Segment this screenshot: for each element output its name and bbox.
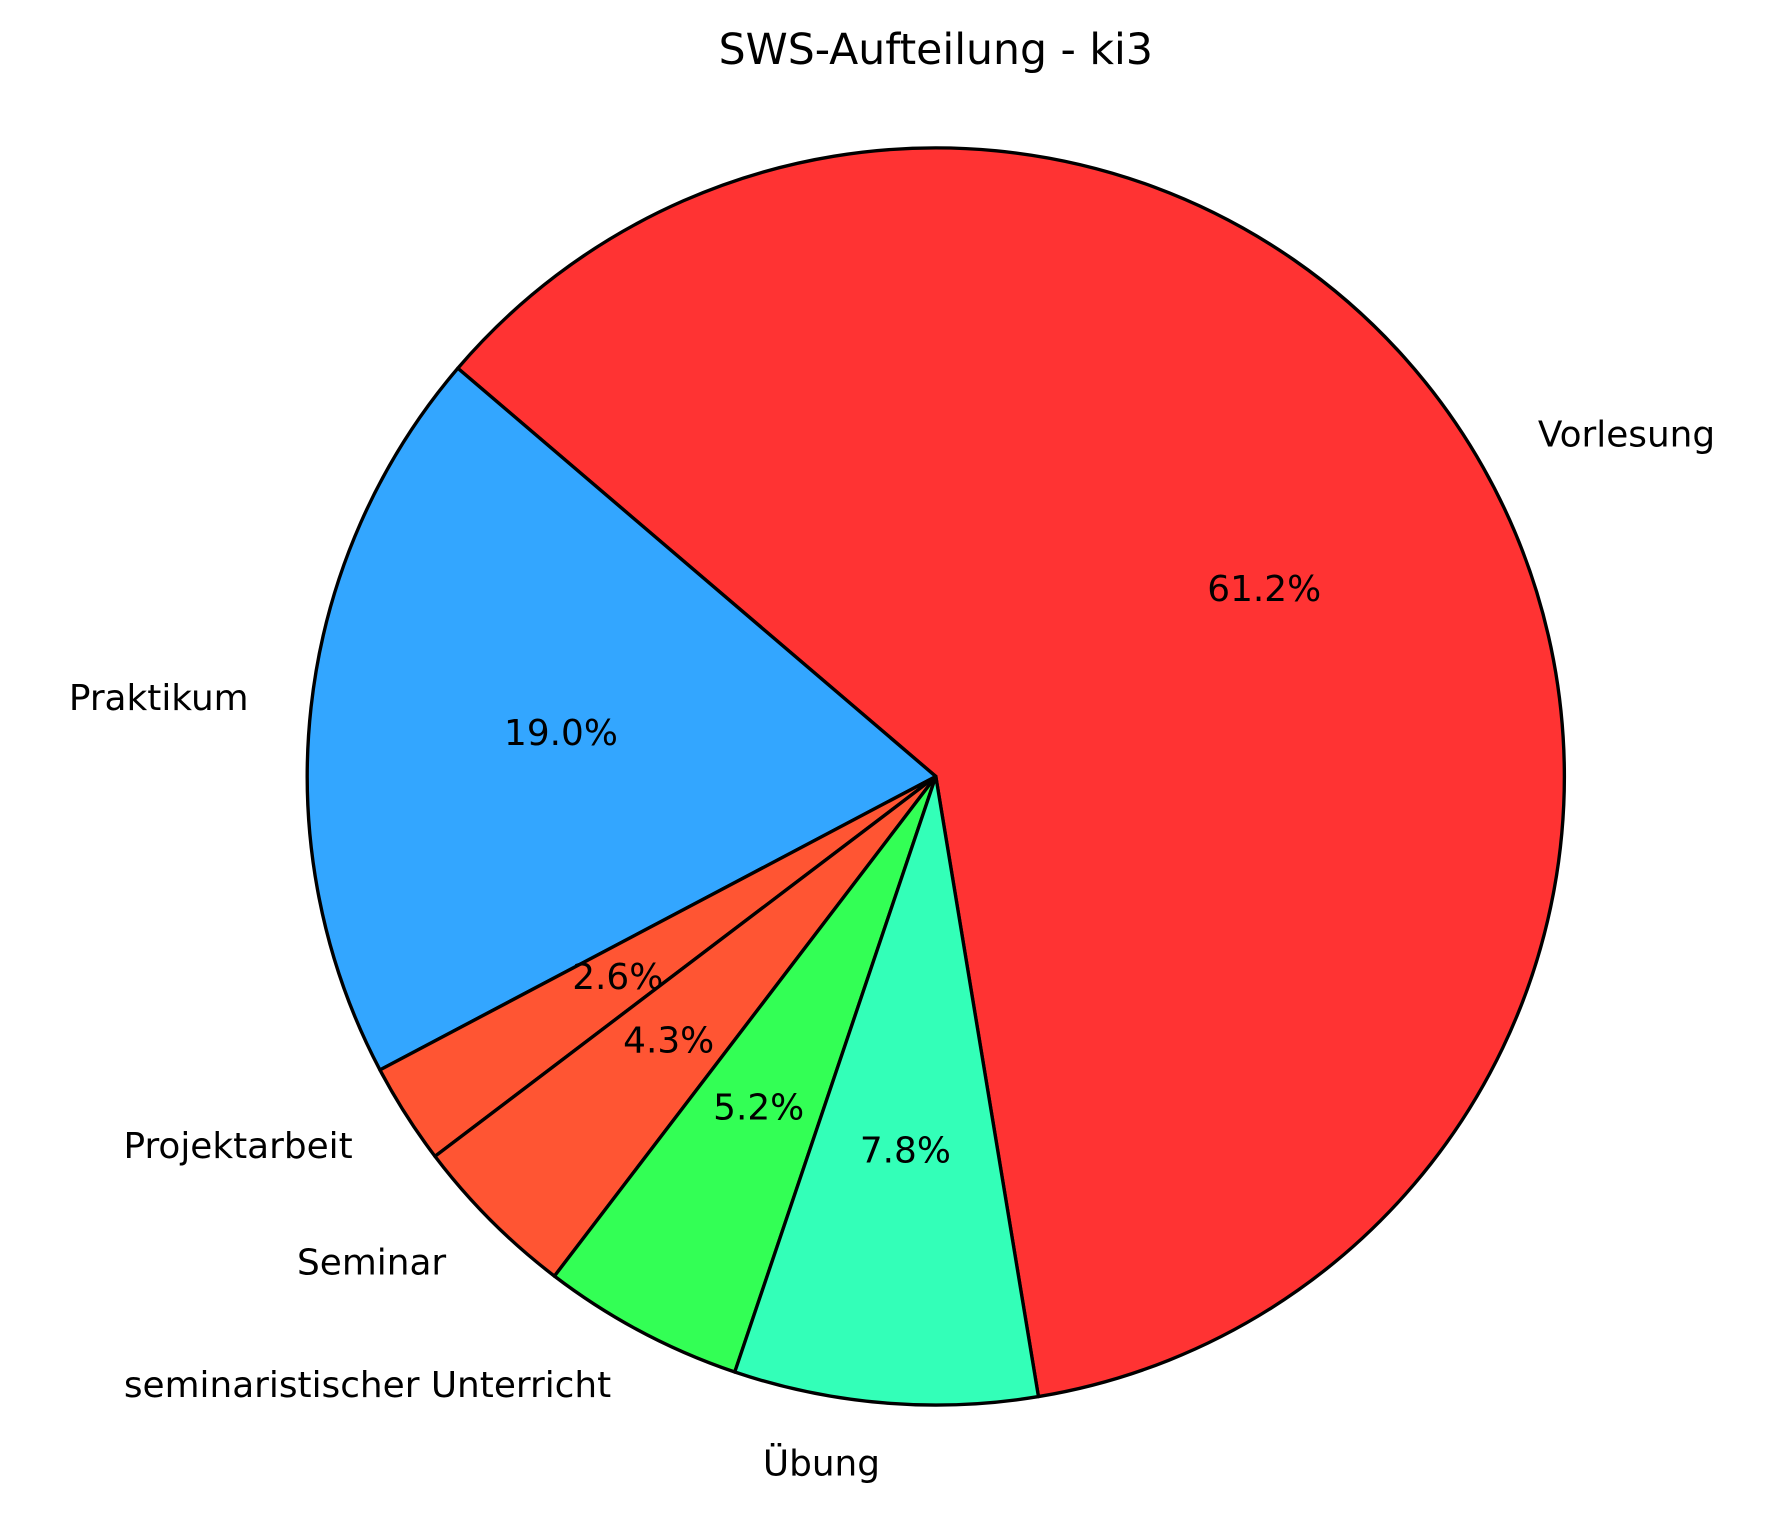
value-label: 2.6% [572,957,663,998]
slice-label: Seminar [297,1243,446,1284]
value-label: 7.8% [860,1130,951,1171]
chart-title: SWS-Aufteilung - ki3 [719,25,1153,75]
pie-slice [456,146,1566,1399]
value-label: 5.2% [713,1087,804,1128]
slice-label: seminaristischer Unterricht [124,1365,611,1406]
value-label: 61.2% [1207,569,1321,610]
pie-slice [552,774,938,1374]
slice-label: Praktikum [69,678,249,719]
pie-slice [305,366,938,1072]
value-label: 4.3% [623,1021,714,1062]
slice-label: Übung [763,1443,880,1485]
slice-label: Projektarbeit [123,1126,352,1167]
slice-label: Vorlesung [1538,415,1715,456]
value-label: 19.0% [504,713,618,754]
pie-slice [733,774,1041,1407]
pie-slice [433,774,938,1278]
